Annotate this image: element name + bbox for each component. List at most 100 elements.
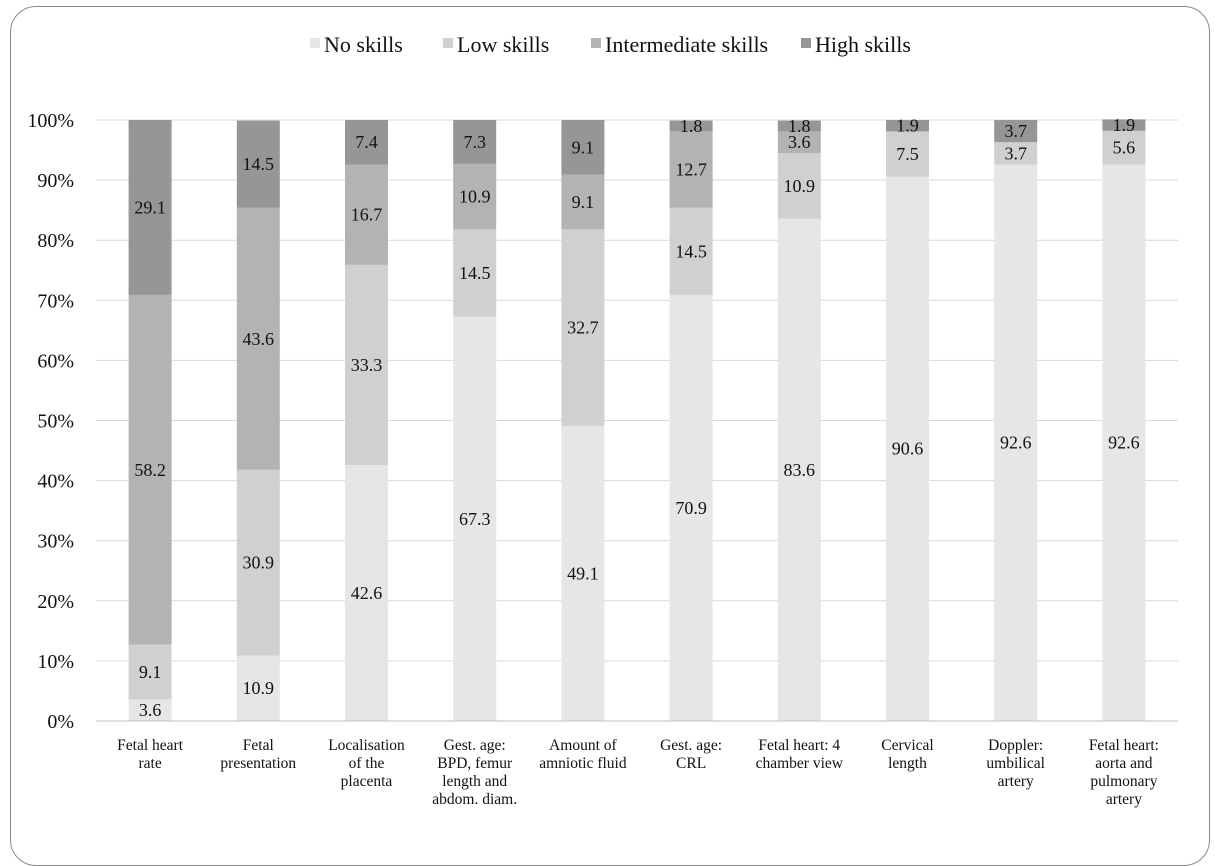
legend-label: Intermediate skills — [605, 32, 768, 57]
data-label: 49.1 — [567, 563, 599, 583]
bar-segment — [994, 120, 1038, 143]
legend-swatch — [801, 38, 811, 48]
bar-segment — [453, 229, 497, 317]
y-tick-label: 80% — [37, 230, 74, 252]
data-label: 7.5 — [896, 144, 919, 164]
bar-segment — [669, 207, 713, 295]
data-label: 3.6 — [788, 132, 811, 152]
bar-segment — [669, 120, 713, 132]
x-tick-label: Doppler: umbilical artery — [986, 737, 1045, 790]
legend-swatch — [310, 38, 320, 48]
data-label: 14.5 — [459, 263, 491, 283]
data-label: 33.3 — [351, 355, 383, 375]
data-label: 10.9 — [784, 176, 816, 196]
bar-segment — [1102, 119, 1146, 131]
bar-segment — [561, 425, 605, 721]
legend-swatch — [443, 38, 453, 48]
bar-segment — [453, 163, 497, 230]
data-label: 92.6 — [1000, 433, 1032, 453]
data-label: 14.5 — [675, 241, 707, 261]
bar-segment — [886, 176, 929, 721]
bar-segment — [453, 120, 497, 164]
bar-segment — [236, 469, 280, 656]
data-label: 16.7 — [351, 205, 383, 225]
bar-segment — [886, 120, 929, 132]
y-tick-label: 20% — [37, 591, 74, 613]
data-label: 7.3 — [463, 132, 486, 152]
data-label: 9.1 — [572, 192, 595, 212]
data-label: 3.7 — [1004, 121, 1027, 141]
data-label: 90.6 — [892, 439, 924, 459]
x-tick-label: Fetal heart rate — [117, 737, 184, 772]
bar-segment — [236, 120, 280, 208]
data-label: 83.6 — [784, 460, 816, 480]
bar-segment — [669, 131, 713, 208]
data-label: 10.9 — [459, 187, 491, 207]
y-axis-tick-labels: 0% 10% 20% 30% 40% 50% 60% 70% 80% 90% 100% — [27, 110, 74, 733]
bar-segment — [453, 316, 497, 721]
legend-label: High skills — [815, 32, 911, 57]
bar-segment — [561, 174, 605, 230]
bar-segment — [345, 120, 388, 165]
bar-segment — [994, 142, 1038, 165]
bar-segment — [669, 294, 713, 721]
data-label: 29.1 — [134, 197, 166, 217]
bar-segment — [128, 294, 172, 645]
x-tick-label: Fetal heart: 4 chamber view — [756, 737, 844, 772]
data-label: 9.1 — [139, 662, 162, 682]
legend-label: Low skills — [457, 32, 549, 57]
x-tick-label: Fetal heart: aorta and pulmonary artery — [1089, 737, 1159, 808]
data-label: 42.6 — [351, 583, 383, 603]
x-tick-label: Gest. age: CRL — [660, 737, 722, 772]
data-label: 1.8 — [680, 116, 703, 136]
legend: No skills Low skills Intermediate skills Hi… — [310, 32, 911, 57]
bar-segment — [777, 218, 821, 721]
data-label: 67.3 — [459, 509, 491, 529]
bar-segment — [236, 655, 280, 721]
y-tick-label: 10% — [37, 651, 74, 673]
data-label: 7.4 — [355, 132, 378, 152]
bar-segment — [128, 644, 172, 700]
bar-segment — [777, 120, 821, 132]
bar-segment — [886, 131, 929, 177]
bar-segment — [236, 207, 280, 470]
data-label: 5.6 — [1113, 138, 1136, 158]
data-label: 1.9 — [896, 116, 919, 136]
data-label: 9.1 — [572, 137, 595, 157]
bar-segment — [777, 153, 821, 219]
bar-segment — [128, 120, 172, 295]
data-labels: 3.6 9.1 58.2 29.1 10.9 30.9 43.6 14.5 42.6 33.3 16… — [134, 115, 1139, 720]
bar-segment — [1102, 130, 1146, 165]
y-tick-label: 30% — [37, 531, 74, 553]
y-tick-label: 60% — [37, 350, 74, 372]
data-label: 14.5 — [243, 154, 275, 174]
data-label: 58.2 — [134, 460, 166, 480]
bar-segment — [994, 164, 1038, 721]
bar-segment — [777, 131, 821, 154]
data-label: 30.9 — [243, 553, 275, 573]
bar-segment — [1102, 164, 1146, 721]
data-label: 1.9 — [1113, 115, 1136, 135]
bar-segment — [561, 120, 605, 175]
data-label: 1.8 — [788, 116, 811, 136]
data-label: 32.7 — [567, 318, 599, 338]
bars — [128, 119, 1146, 721]
bar-segment — [561, 229, 605, 426]
x-tick-label: Fetal presentation — [220, 737, 296, 772]
x-tick-label: Amount of amniotic fluid — [539, 737, 627, 772]
x-tick-label: Localisation of the placenta — [328, 737, 405, 790]
data-label: 3.6 — [139, 700, 162, 720]
y-tick-label: 40% — [37, 471, 74, 493]
data-label: 43.6 — [243, 329, 275, 349]
data-label: 12.7 — [675, 160, 707, 180]
bar-segment — [128, 699, 172, 721]
bar-segment — [345, 264, 388, 465]
x-tick-label: Cervical length — [881, 737, 934, 772]
x-axis-category-labels: Fetal heart rate Fetal presentation Localisa… — [117, 737, 1159, 808]
bar-segment — [345, 464, 388, 721]
y-tick-label: 70% — [37, 290, 74, 312]
x-tick-label: Gest. age: BPD, femur length and abdom. dia… — [432, 737, 517, 808]
y-tick-label: 90% — [37, 170, 74, 192]
data-label: 10.9 — [243, 678, 275, 698]
